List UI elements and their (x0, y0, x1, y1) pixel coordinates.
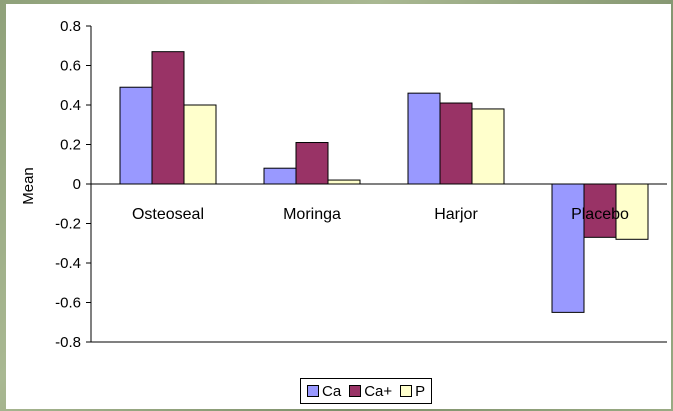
legend-label: Ca+ (364, 382, 393, 400)
bar-harjor-ca (407, 92, 441, 185)
chart-frame: Mean 0.8 0.6 0.4 0.2 0 -0.2 -0.4 -0.6 -0.8 Osteo… (6, 4, 671, 409)
bar-placebo-p (615, 183, 649, 240)
chart-legend: Ca Ca+ P (300, 378, 433, 404)
category-label-osteoseal: Osteoseal (132, 206, 204, 223)
bar-harjor-caplus (439, 102, 473, 185)
y-tick-label: -0.2 (55, 216, 81, 233)
legend-swatch (349, 385, 362, 397)
y-tick-label: 0.4 (60, 97, 81, 114)
y-axis-title: Mean (20, 167, 37, 205)
legend-swatch (307, 385, 319, 397)
legend-item-ca: Ca (307, 383, 341, 400)
legend-item-p: P (400, 383, 425, 400)
category-label-moringa: Moringa (283, 206, 341, 223)
bar-moringa-ca (263, 167, 297, 185)
bar-harjor-p (471, 108, 505, 185)
bar-moringa-caplus (295, 142, 329, 185)
y-tick-label: 0.8 (60, 18, 81, 35)
y-tick-label: -0.8 (55, 334, 81, 351)
y-tick-label: 0.6 (60, 58, 81, 75)
bar-osteoseal-ca (119, 86, 153, 185)
category-label-harjor: Harjor (434, 206, 478, 223)
bar-chart: Mean 0.8 0.6 0.4 0.2 0 -0.2 -0.4 -0.6 -0.8 Osteo… (20, 18, 667, 351)
bar-placebo-ca (551, 183, 585, 313)
bar-osteoseal-caplus (151, 51, 185, 185)
bar-moringa-p (327, 179, 361, 185)
legend-swatch (400, 385, 413, 397)
y-tick-label: -0.4 (55, 255, 81, 272)
bar-osteoseal-p (183, 104, 217, 185)
y-tick-label: -0.6 (55, 295, 81, 312)
legend-item-caplus: Ca+ (349, 383, 392, 400)
legend-label: Ca (322, 382, 342, 400)
y-tick-label: 0.2 (60, 137, 81, 154)
legend-label: P (415, 382, 426, 400)
y-tick-label: 0 (73, 176, 81, 193)
category-label-placebo: Placebo (571, 206, 629, 223)
